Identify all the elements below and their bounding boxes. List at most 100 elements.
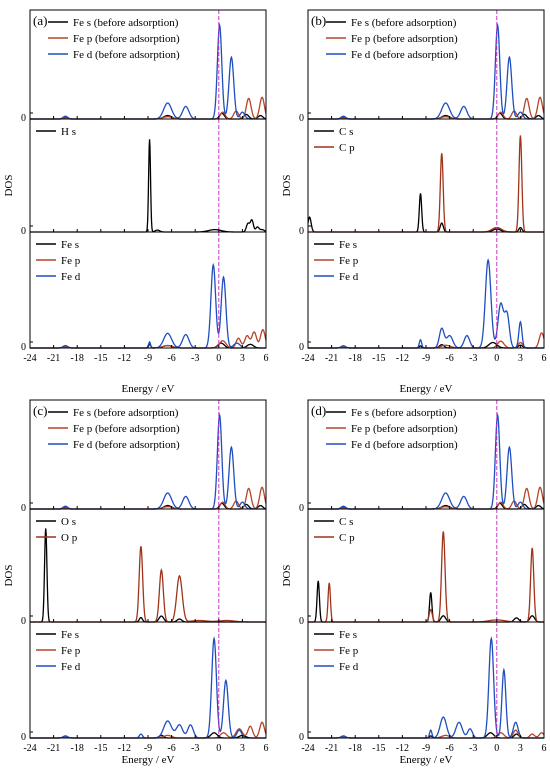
x-tick-label: 6	[542, 353, 547, 364]
legend-label: O p	[61, 532, 78, 544]
legend-label: Fe d	[339, 271, 359, 283]
x-tick-label: -21	[47, 743, 60, 754]
y-tick-label: 0	[299, 226, 304, 237]
x-axis-label: Energy / eV	[400, 383, 453, 395]
dos-panel-c: 0 Fe s (before adsorption) Fe p (before ad…	[3, 399, 269, 766]
x-tick-label: -12	[396, 353, 409, 364]
series-line-1	[307, 193, 544, 233]
panel-label: (a)	[33, 13, 47, 28]
x-tick-label: -15	[94, 353, 107, 364]
legend-label: Fe d	[339, 661, 359, 673]
legend-label: Fe s	[339, 239, 357, 251]
legend-label: Fe s (before adsorption)	[351, 407, 457, 419]
subplot-1: 0 Fe s (before adsorption) Fe p (before ad…	[21, 399, 267, 514]
x-tick-label: 0	[494, 743, 499, 754]
x-tick-label: -6	[167, 353, 175, 364]
subplot-3: 0 Fe s Fe p Fe d	[299, 231, 545, 353]
legend-label: Fe s	[339, 629, 357, 641]
dos-panel-a: 0 Fe s (before adsorption) Fe p (before ad…	[3, 9, 269, 395]
x-tick-label: -9	[144, 353, 152, 364]
x-tick-label: -18	[349, 743, 362, 754]
x-axis-label: Energy / eV	[122, 754, 175, 766]
legend-label: Fe p	[61, 255, 81, 267]
x-tick-label: 0	[216, 353, 221, 364]
subplot-3: 0 Fe s Fe p Fe d	[21, 231, 267, 353]
y-axis-label: DOS	[281, 174, 293, 196]
legend-label: Fe p (before adsorption)	[351, 33, 458, 45]
x-tick-label: -15	[94, 743, 107, 754]
subplot-1: 0 Fe s (before adsorption) Fe p (before ad…	[21, 9, 267, 124]
dos-panel-b: 0 Fe s (before adsorption) Fe p (before ad…	[281, 9, 547, 395]
x-tick-label: 6	[542, 743, 547, 754]
legend-label: Fe p (before adsorption)	[351, 423, 458, 435]
x-tick-label: -24	[301, 353, 314, 364]
legend-label: C s	[339, 516, 353, 528]
legend-label: C p	[339, 142, 355, 154]
legend-label: Fe s (before adsorption)	[73, 407, 179, 419]
x-tick-label: 3	[518, 743, 523, 754]
x-tick-label: 3	[240, 353, 245, 364]
legend-label: Fe p (before adsorption)	[73, 33, 180, 45]
legend-label: Fe s (before adsorption)	[351, 17, 457, 29]
x-axis-label: Energy / eV	[400, 754, 453, 766]
x-tick-label: -24	[301, 743, 314, 754]
dos-panel-d: 0 Fe s (before adsorption) Fe p (before ad…	[281, 399, 547, 766]
legend-label: Fe p (before adsorption)	[73, 423, 180, 435]
y-tick-label: 0	[21, 503, 26, 514]
series-line-1	[308, 580, 544, 623]
x-tick-label: -12	[118, 743, 131, 754]
x-tick-label: -24	[23, 743, 36, 754]
legend-label: O s	[61, 516, 76, 528]
subplot-2: 0 C s C p	[299, 118, 545, 237]
subplot-3: 0 Fe s Fe p Fe d	[299, 621, 545, 743]
x-tick-label: -9	[422, 743, 430, 754]
x-tick-label: 6	[264, 743, 269, 754]
legend-label: H s	[61, 126, 76, 138]
y-tick-label: 0	[299, 113, 304, 124]
x-tick-label: -3	[469, 743, 477, 754]
x-tick-label: 3	[518, 353, 523, 364]
legend-label: Fe p	[339, 255, 359, 267]
panel-label: (d)	[311, 403, 326, 418]
y-tick-label: 0	[21, 616, 26, 627]
y-tick-label: 0	[21, 732, 26, 743]
panel-label: (c)	[33, 403, 47, 418]
x-tick-label: -6	[445, 743, 453, 754]
x-tick-label: -21	[325, 743, 338, 754]
x-tick-label: -24	[23, 353, 36, 364]
subplot-2: 0 H s	[21, 118, 267, 237]
x-tick-label: -18	[71, 353, 84, 364]
x-tick-label: -12	[396, 743, 409, 754]
x-axis-label: Energy / eV	[122, 383, 175, 395]
subplot-2: 0 C s C p	[299, 508, 545, 627]
panel-label: (b)	[311, 13, 326, 28]
legend-label: Fe p	[339, 645, 359, 657]
x-tick-label: 3	[240, 743, 245, 754]
x-tick-label: -21	[47, 353, 60, 364]
y-tick-label: 0	[299, 616, 304, 627]
legend-label: C p	[339, 532, 355, 544]
y-tick-label: 0	[21, 113, 26, 124]
y-axis-label: DOS	[281, 564, 293, 586]
legend-label: Fe d	[61, 661, 81, 673]
y-tick-label: 0	[299, 342, 304, 353]
legend-label: Fe d (before adsorption)	[73, 439, 180, 451]
y-tick-label: 0	[21, 342, 26, 353]
x-tick-label: 0	[494, 353, 499, 364]
y-axis-label: DOS	[3, 174, 15, 196]
x-tick-label: -3	[191, 743, 199, 754]
x-tick-label: -15	[372, 743, 385, 754]
x-tick-label: -21	[325, 353, 338, 364]
subplot-1: 0 Fe s (before adsorption) Fe p (before ad…	[299, 9, 545, 124]
x-tick-label: -9	[422, 353, 430, 364]
x-tick-label: 6	[264, 353, 269, 364]
y-tick-label: 0	[299, 732, 304, 743]
x-tick-label: -18	[349, 353, 362, 364]
x-tick-label: -18	[71, 743, 84, 754]
y-axis-label: DOS	[3, 564, 15, 586]
y-tick-label: 0	[299, 503, 304, 514]
subplot-1: 0 Fe s (before adsorption) Fe p (before ad…	[299, 399, 545, 514]
x-tick-label: 0	[216, 743, 221, 754]
x-tick-label: -15	[372, 353, 385, 364]
